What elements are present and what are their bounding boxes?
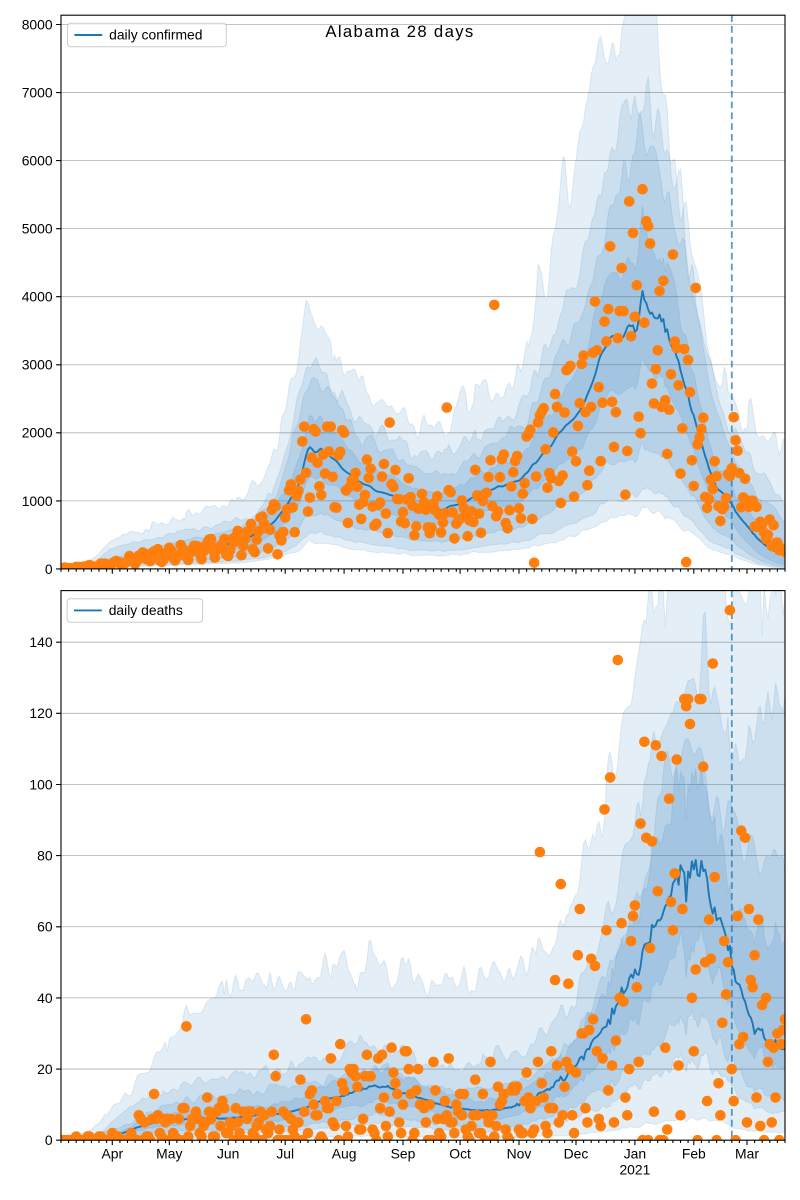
svg-text:7000: 7000 bbox=[22, 85, 53, 101]
svg-text:6000: 6000 bbox=[22, 153, 53, 169]
svg-text:Jul: Jul bbox=[276, 1145, 294, 1161]
svg-text:3000: 3000 bbox=[22, 357, 53, 373]
svg-text:8000: 8000 bbox=[22, 16, 53, 32]
svg-text:40: 40 bbox=[37, 990, 53, 1006]
svg-text:Dec: Dec bbox=[564, 1145, 589, 1161]
svg-text:80: 80 bbox=[37, 848, 53, 864]
svg-text:Mar: Mar bbox=[735, 1145, 759, 1161]
svg-text:140: 140 bbox=[29, 634, 52, 650]
svg-text:Aug: Aug bbox=[332, 1145, 357, 1161]
svg-text:Alabama 28 days: Alabama 28 days bbox=[325, 22, 474, 41]
svg-text:daily confirmed: daily confirmed bbox=[109, 27, 202, 43]
svg-text:May: May bbox=[156, 1145, 182, 1161]
svg-text:4000: 4000 bbox=[22, 289, 53, 305]
svg-text:Apr: Apr bbox=[101, 1145, 123, 1161]
svg-text:Jun: Jun bbox=[217, 1145, 239, 1161]
svg-text:Jan: Jan bbox=[624, 1145, 646, 1161]
svg-text:daily deaths: daily deaths bbox=[109, 602, 183, 618]
svg-text:120: 120 bbox=[29, 705, 52, 721]
svg-text:Oct: Oct bbox=[449, 1145, 471, 1161]
svg-text:60: 60 bbox=[37, 919, 53, 935]
svg-text:20: 20 bbox=[37, 1061, 53, 1077]
svg-text:1000: 1000 bbox=[22, 493, 53, 509]
svg-text:2000: 2000 bbox=[22, 425, 53, 441]
svg-text:2021: 2021 bbox=[619, 1162, 650, 1178]
svg-text:0: 0 bbox=[45, 1132, 53, 1148]
svg-text:Feb: Feb bbox=[682, 1145, 706, 1161]
svg-text:5000: 5000 bbox=[22, 221, 53, 237]
svg-text:Nov: Nov bbox=[507, 1145, 532, 1161]
svg-text:0: 0 bbox=[45, 561, 53, 577]
svg-text:100: 100 bbox=[29, 776, 52, 792]
svg-text:Sep: Sep bbox=[391, 1145, 416, 1161]
